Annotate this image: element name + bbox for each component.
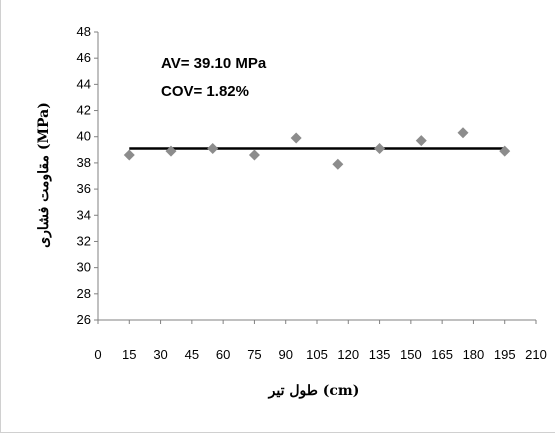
x-tick-label: 90 [278, 347, 292, 362]
x-tick-label: 75 [247, 347, 261, 362]
x-tick-label: 165 [431, 347, 453, 362]
x-tick-label: 0 [94, 347, 101, 362]
x-axis-title: طول تیر (cm) [268, 383, 360, 399]
x-tick-label: 135 [369, 347, 391, 362]
x-tick-label: 120 [337, 347, 359, 362]
y-tick-label: 28 [77, 286, 91, 301]
annotation-cov: COV= 1.82% [161, 83, 249, 100]
y-axis-title: مقاومت فشاری (MPa) [36, 102, 52, 248]
data-points [123, 127, 511, 170]
y-tick-label: 32 [77, 233, 91, 248]
y-tick-label: 46 [77, 50, 91, 65]
x-tick-label: 180 [463, 347, 485, 362]
y-tick-label: 30 [77, 260, 91, 275]
data-point [415, 135, 427, 147]
x-tick-label: 30 [153, 347, 167, 362]
data-point [123, 149, 135, 161]
y-axis: 26 28 30 32 34 36 38 40 42 44 46 48 [77, 24, 99, 327]
data-point [207, 143, 219, 155]
annotation-average: AV= 39.10 MPa [161, 55, 267, 72]
y-tick-label: 48 [77, 24, 91, 39]
x-tick-label: 210 [525, 347, 547, 362]
y-tick-label: 34 [77, 207, 91, 222]
y-tick-label: 36 [77, 181, 91, 196]
data-point [374, 143, 386, 155]
y-tick-label: 26 [77, 312, 91, 327]
x-tick-label: 15 [122, 347, 136, 362]
x-tick-label: 60 [216, 347, 230, 362]
data-point [332, 158, 344, 170]
data-point [248, 149, 260, 161]
y-tick-label: 44 [77, 76, 91, 91]
x-tick-label: 105 [306, 347, 328, 362]
data-point [457, 127, 469, 139]
y-tick-label: 42 [77, 103, 91, 118]
x-axis: 0 15 30 45 60 75 90 105 120 135 150 165 180 195 210 [94, 319, 547, 362]
y-tick-label: 40 [77, 129, 91, 144]
x-tick-label: 195 [494, 347, 516, 362]
x-tick-label: 150 [400, 347, 422, 362]
data-point [290, 132, 302, 144]
y-tick-label: 38 [77, 155, 91, 170]
data-point [499, 145, 511, 157]
data-point [165, 145, 177, 157]
x-tick-label: 45 [185, 347, 199, 362]
